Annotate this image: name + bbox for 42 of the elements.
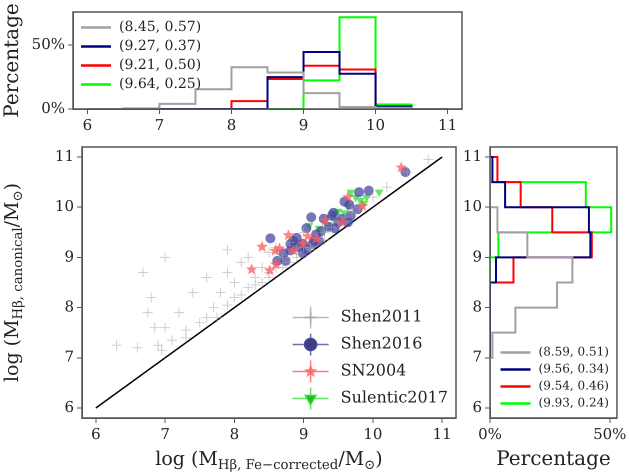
x-tick-label: 50% (593, 424, 626, 443)
y-tick-label: 50% (32, 35, 65, 54)
legend-label: Shen2016 (340, 334, 422, 353)
x-tick-label: 9 (298, 116, 308, 134)
x-tick-label: 10 (366, 116, 386, 134)
legend-label: (9.64, 0.25) (119, 76, 202, 92)
legend-label: (8.45, 0.57) (119, 19, 202, 36)
y-tick-label: 6 (472, 398, 482, 416)
legend-label: (9.21, 0.50) (119, 57, 202, 74)
legend-label: Shen2011 (340, 306, 422, 326)
x-tick-label: 7 (160, 424, 170, 443)
legend-label: SN2004 (340, 360, 406, 380)
y-tick-label: 11 (54, 146, 74, 165)
x-tick-label: 7 (154, 116, 164, 134)
y-axis-title: Percentage (0, 3, 24, 118)
y-tick-label: 9 (472, 247, 482, 266)
y-tick-label: 7 (472, 348, 482, 366)
legend-label: (9.93, 0.24) (538, 396, 609, 410)
y-tick-label: 9 (64, 247, 74, 266)
y-tick-label: 8 (472, 297, 482, 316)
y-tick-label: 10 (462, 197, 482, 216)
x-tick-label: 8 (226, 116, 236, 134)
x-tick-label: 10 (363, 424, 382, 443)
y-tick-label: 8 (64, 297, 74, 316)
legend-label: (9.56, 0.34) (538, 362, 609, 376)
x-tick-label: 8 (230, 424, 240, 443)
x-tick-label: 9 (298, 424, 308, 443)
y-tick-label: 10 (54, 197, 74, 216)
legend-label: (8.59, 0.51) (538, 344, 609, 359)
y-tick-label: 6 (64, 398, 74, 416)
x-axis-title: Percentage (496, 446, 611, 470)
x-tick-label: 6 (82, 116, 92, 134)
y-tick-label: 0% (41, 98, 65, 117)
y-tick-label: 11 (462, 146, 482, 165)
legend-label: Sulentic2017 (340, 388, 448, 407)
x-tick-label: 11 (438, 116, 458, 134)
y-axis-title: log (MHβ, canonical/M⊙) (0, 182, 26, 382)
y-tick-label: 7 (64, 348, 74, 366)
legend-label: (9.27, 0.37) (119, 38, 202, 54)
x-tick-label: 6 (91, 424, 101, 443)
x-tick-label: 11 (432, 424, 452, 443)
legend-label: (9.54, 0.46) (538, 378, 609, 393)
